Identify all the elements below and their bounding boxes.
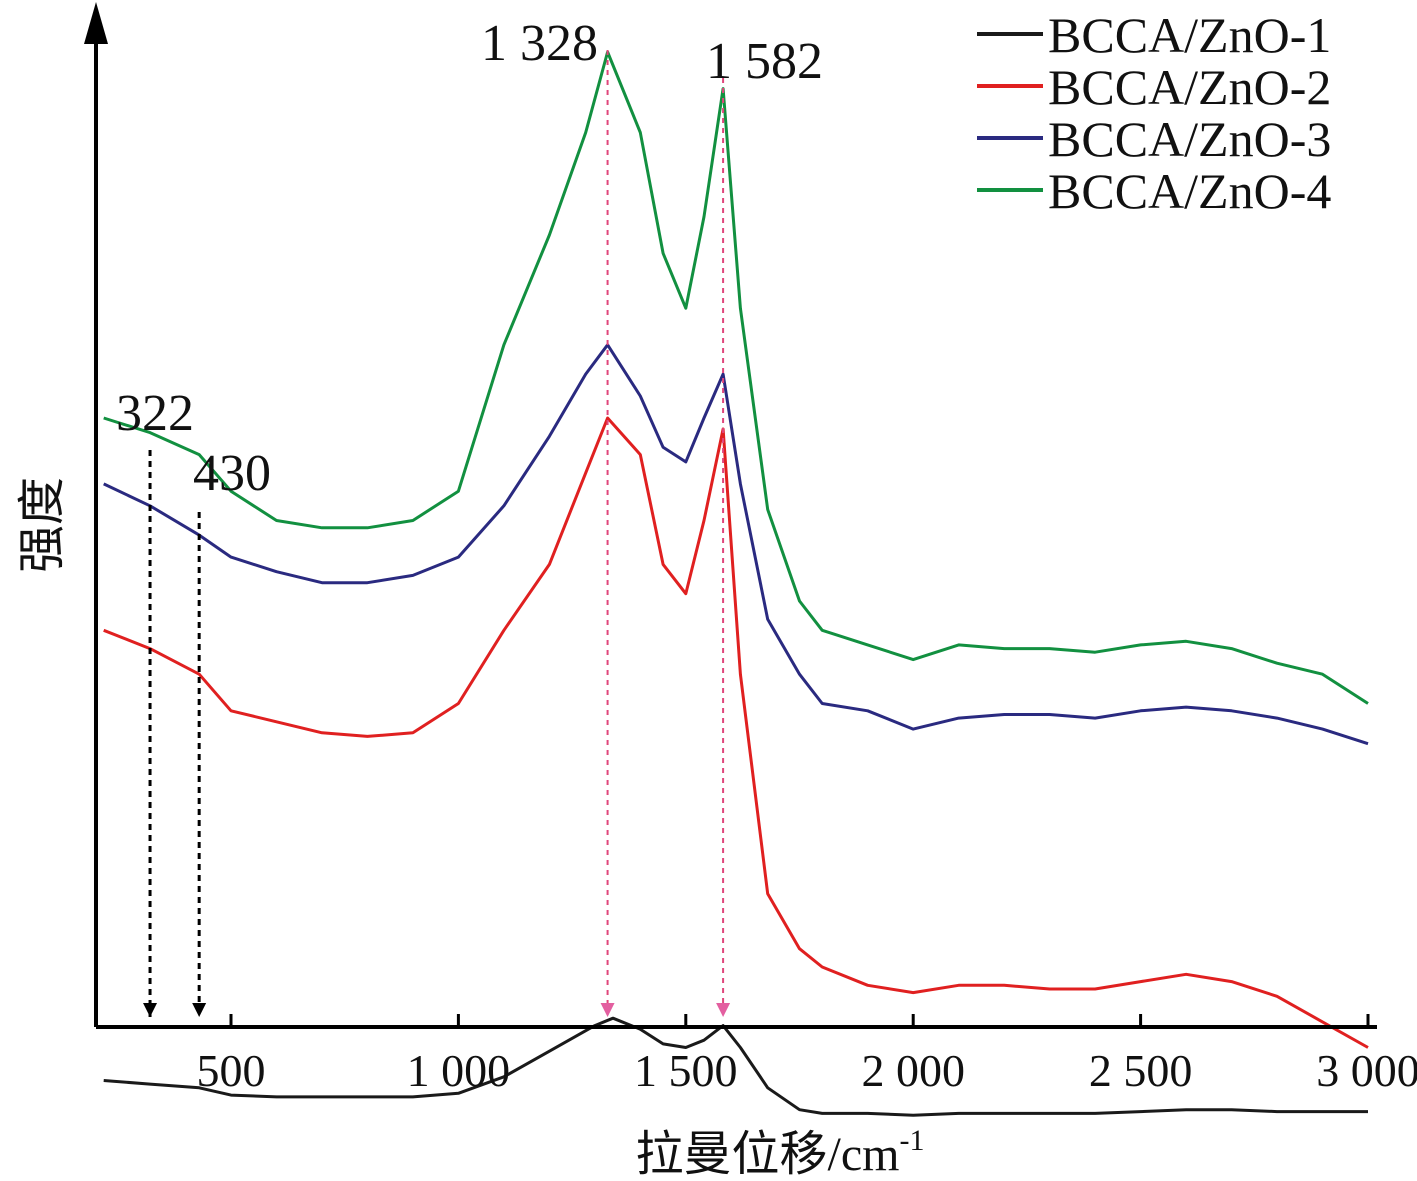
series-line-4 — [103, 50, 1369, 705]
x-tick-label-5: 2 500 — [1089, 1045, 1193, 1096]
annotation-label-4: 1 582 — [706, 33, 823, 90]
legend-label-2: BCCA/ZnO-2 — [1048, 59, 1331, 115]
annotation-arrow-4 — [716, 1003, 731, 1017]
legend-label-1: BCCA/ZnO-1 — [1048, 7, 1331, 63]
y-axis-arrowhead — [84, 2, 108, 44]
legend-label-3: BCCA/ZnO-3 — [1048, 111, 1331, 167]
annotation-label-2: 430 — [193, 445, 271, 502]
y-axis-title: 强度 — [16, 477, 69, 573]
legend-label-4: BCCA/ZnO-4 — [1048, 163, 1331, 219]
x-tick-label-4: 2 000 — [861, 1045, 965, 1096]
annotation-label-1: 322 — [116, 385, 194, 442]
series-line-1 — [103, 1016, 1368, 1117]
annotation-arrow-3 — [600, 1003, 615, 1017]
series-line-2 — [103, 416, 1369, 1049]
x-axis-title: 拉曼位移/cm-1 — [636, 1124, 925, 1181]
annotation-label-3: 1 328 — [481, 15, 598, 72]
x-axis-title-superscript: -1 — [899, 1124, 924, 1157]
annotation-arrow-2 — [192, 1003, 207, 1017]
axes — [84, 2, 1377, 1029]
series-line-3 — [103, 343, 1369, 746]
series-lines — [103, 50, 1369, 1117]
x-axis-title-text: 拉曼位移/cm-1 — [636, 1124, 925, 1181]
x-tick-label-1: 500 — [197, 1045, 266, 1096]
annotation-arrow-1 — [143, 1003, 158, 1017]
x-tick-label-6: 3 000 — [1316, 1045, 1417, 1096]
x-ticks: 500 1 000 1 500 2 000 2 500 3 000 — [197, 1014, 1417, 1096]
x-tick-label-2: 1 000 — [407, 1045, 511, 1096]
x-tick-label-3: 1 500 — [634, 1045, 738, 1096]
